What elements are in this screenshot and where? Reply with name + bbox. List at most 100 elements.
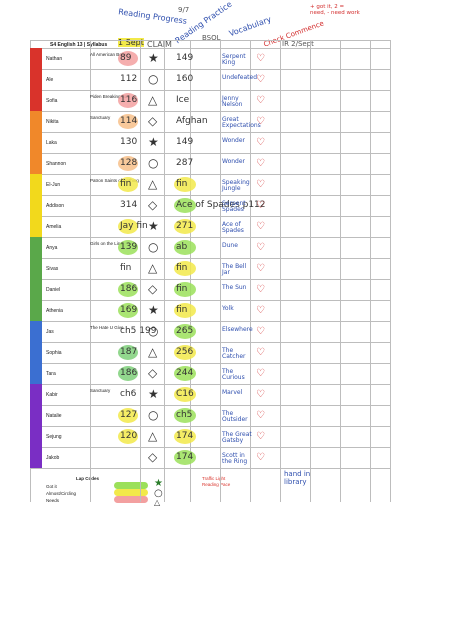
- grid-row-line: [30, 363, 390, 364]
- student-name: Nikita: [46, 119, 59, 125]
- grid-col-line: [250, 40, 251, 502]
- practice-value: 149: [176, 137, 194, 147]
- progress-value: 130: [120, 137, 138, 147]
- grid-row-line: [30, 258, 390, 259]
- grid-col-line: [90, 40, 91, 502]
- claim-mark-icon: △: [148, 177, 158, 191]
- practice-value: 287: [176, 158, 194, 168]
- practice-value: Afghan: [176, 116, 208, 126]
- practice-value: C16: [176, 389, 194, 399]
- claim-mark-icon: △: [148, 93, 158, 107]
- student-book: Sanctuary: [90, 388, 111, 393]
- progress-value: 116: [120, 95, 138, 105]
- heart-icon: ♡: [256, 305, 265, 316]
- row-color-bar: [30, 48, 42, 69]
- practice-value: Ice: [176, 95, 190, 105]
- row-color-bar: [30, 258, 42, 279]
- heart-icon: ♡: [256, 347, 265, 358]
- heart-icon: ♡: [256, 452, 265, 463]
- ir-book-note: Wonder: [222, 158, 246, 165]
- heart-icon: ♡: [256, 263, 265, 274]
- header-bsol: BSOL: [202, 34, 221, 42]
- grid-row-line: [30, 153, 390, 154]
- practice-value: fin: [176, 305, 188, 315]
- student-name: Tara: [46, 371, 56, 377]
- ir-book-note: The Great Gatsby: [222, 431, 252, 444]
- grid-col-line: [164, 40, 165, 502]
- claim-mark-icon: ○: [148, 324, 159, 338]
- legend-title: Lap Codes: [76, 476, 100, 481]
- ir-book-note: Speaking Jungle: [222, 179, 250, 192]
- student-book: All American Boys: [90, 52, 127, 57]
- row-color-bar: [30, 342, 42, 363]
- practice-value: 265: [176, 326, 194, 336]
- ir-book-note: Yolk: [222, 305, 234, 312]
- ir-book-note: The Catcher: [222, 347, 246, 360]
- practice-highlight: [174, 450, 196, 465]
- progress-highlight: [118, 51, 138, 66]
- heart-icon: ♡: [256, 326, 265, 337]
- grid-row-line: [30, 447, 390, 448]
- grid-col-line: [280, 40, 281, 502]
- student-name: Sophia: [46, 350, 62, 356]
- ir-book-note: The Outsider: [222, 410, 248, 423]
- grid-col-line: [340, 40, 341, 502]
- claim-mark-icon: ◇: [148, 198, 158, 212]
- legend-red-swatch: [114, 496, 148, 503]
- row-color-bar: [30, 405, 42, 426]
- ir-book-note: The Sun: [222, 284, 247, 291]
- grid-row-line: [30, 426, 390, 427]
- heart-icon: ♡: [256, 116, 265, 127]
- student-name: Addison: [46, 203, 65, 209]
- practice-value: 174: [176, 431, 194, 441]
- ir-book-note: Jenny Nelson: [222, 95, 243, 108]
- practice-value: 160: [176, 74, 194, 84]
- student-name: Jakob: [46, 455, 60, 461]
- row-color-bar: [30, 426, 42, 447]
- row-color-bar: [30, 447, 42, 468]
- ir-book-note: Ace of Spades: [222, 221, 244, 234]
- ir-book-note: Marvel: [222, 389, 243, 396]
- claim-mark-icon: ○: [148, 156, 159, 170]
- claim-mark-icon: △: [148, 261, 158, 275]
- practice-value: fin: [176, 263, 188, 273]
- practice-highlight: [174, 324, 196, 339]
- progress-value: 186: [120, 284, 138, 294]
- spreadsheet-sheet: S4 English 13 | Syllabus Reading Progres…: [30, 0, 391, 510]
- progress-value: 187: [120, 347, 138, 357]
- row-color-bar: [30, 216, 42, 237]
- progress-value: 127: [120, 410, 138, 420]
- practice-value: ch5: [176, 410, 193, 420]
- header-legend-note: + got it, 2 = need, - need work: [310, 4, 360, 16]
- ir-book-note: Elsewhere: [222, 326, 253, 333]
- claim-mark-icon: ★: [148, 303, 159, 317]
- practice-value: ab: [176, 242, 188, 252]
- student-name: Nathan: [46, 56, 63, 62]
- practice-value: 244: [176, 368, 194, 378]
- claim-mark-icon: ◇: [148, 450, 158, 464]
- grid-row-line: [30, 342, 390, 343]
- heart-icon: ♡: [256, 242, 265, 253]
- ir-book-note: Undefeated: [222, 74, 258, 81]
- practice-value: fin: [176, 179, 188, 189]
- ir-book-note: Serpent Spades: [222, 200, 246, 213]
- row-color-bar: [30, 195, 42, 216]
- legend-circle-icon: ○: [154, 488, 163, 499]
- practice-highlight: [174, 282, 196, 297]
- progress-highlight: [118, 345, 138, 360]
- heart-icon: ♡: [256, 158, 265, 169]
- progress-highlight: [118, 366, 138, 381]
- progress-value: fin: [120, 179, 132, 189]
- student-name: El-Jun: [46, 182, 61, 188]
- progress-highlight: [118, 177, 138, 192]
- progress-value: Jay fin: [120, 221, 148, 231]
- claim-mark-icon: ○: [148, 72, 159, 86]
- ir-book-note: Dune: [222, 242, 238, 249]
- claim-mark-icon: ★: [148, 219, 159, 233]
- practice-highlight: [174, 177, 196, 192]
- ir-book-note: Scott in the Ring: [222, 452, 248, 465]
- progress-value: 139: [120, 242, 138, 252]
- progress-value: 120: [120, 431, 138, 441]
- header-ir: Vocabulary: [227, 14, 273, 39]
- claim-mark-icon: ◇: [148, 282, 158, 296]
